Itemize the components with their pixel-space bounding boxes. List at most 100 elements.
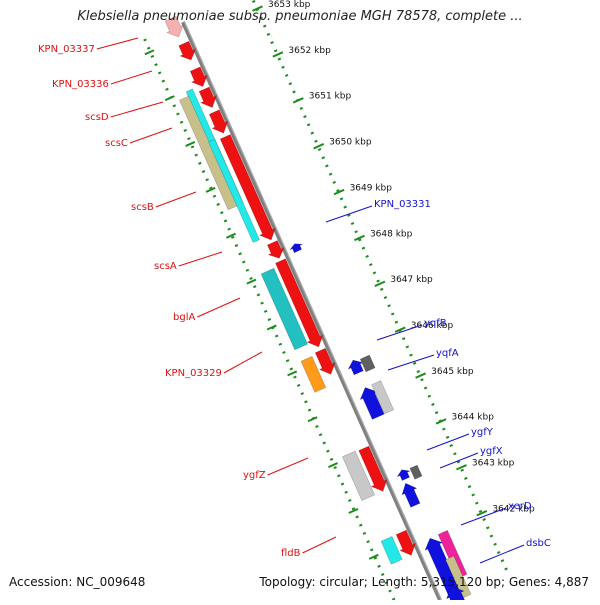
- block-gray-ygfz: [342, 450, 376, 501]
- gene-leader-kpn_03336: [110, 70, 153, 85]
- scale-tick-label: 3649 kbp: [350, 183, 393, 193]
- gene-leader-scsd: [110, 101, 164, 118]
- scale-tick: [435, 418, 447, 425]
- scale-tick-left: [226, 232, 236, 239]
- gene-kpn03337-block: [164, 15, 184, 38]
- gene-leader-ygfx: [439, 452, 479, 469]
- scale-tick-label: 3650 kbp: [329, 138, 372, 148]
- gene-label-scsb: scsB: [131, 202, 154, 213]
- scale-tick-label: 3648 kbp: [370, 229, 413, 239]
- gene-leader-scsa: [178, 251, 223, 267]
- scale-tick-left: [185, 141, 196, 147]
- gene-leader-ygfy: [426, 433, 470, 451]
- accession-text: Accession: NC_009648: [9, 575, 146, 589]
- gene-leader-kpn_03331: [325, 205, 373, 223]
- gene-label-ygfy: ygfY: [471, 427, 494, 438]
- gene-label-yqfa: yqfA: [436, 348, 459, 359]
- gene-leader-fldb: [302, 536, 337, 554]
- scale-tick-label: 3645 kbp: [431, 367, 474, 377]
- scale-tick-left: [348, 508, 359, 514]
- scale-tick-label: 3646 kbp: [411, 321, 454, 331]
- gene-fldb-arrow: [395, 529, 416, 556]
- gene-scsa-arrow: [267, 240, 285, 259]
- scale-tick: [476, 510, 488, 517]
- gene-label-dsbc: dsbC: [526, 538, 551, 549]
- scale-tick: [272, 51, 284, 58]
- scale-tick: [313, 143, 325, 150]
- scale-tick-label: 3642 kbp: [492, 504, 535, 514]
- gene-kpn03337-arrow: [178, 40, 197, 61]
- gene-ygfy-arrow: [396, 469, 412, 481]
- gene-leader-yqfb: [376, 324, 423, 341]
- scale-tick-left: [287, 370, 298, 377]
- scale-tick: [252, 5, 263, 12]
- block-cyan-scsb: [208, 138, 260, 243]
- gene-leader-bgla: [197, 297, 241, 318]
- gene-label-kpn_03331: KPN_03331: [374, 199, 431, 210]
- gene-ygfx-arrow: [401, 482, 421, 508]
- right-tick-rail: [251, 0, 509, 571]
- gene-leader-kpn_03337: [96, 37, 139, 50]
- map-title: Klebsiella pneumoniae subsp. pneumoniae …: [77, 9, 523, 24]
- scale-tick-left: [164, 95, 175, 102]
- scale-tick-left: [266, 324, 277, 331]
- scale-tick-label: 3647 kbp: [390, 275, 433, 285]
- gene-label-kpn_03336: KPN_03336: [52, 79, 109, 90]
- gene-leader-kpn_03329: [223, 351, 263, 374]
- backbone-line: [181, 21, 442, 601]
- gene-label-bgla: bglA: [173, 312, 195, 323]
- scale-tick: [292, 97, 304, 104]
- gene-leader-scsc: [129, 127, 173, 144]
- gene-label-fldb: fldB: [281, 548, 301, 559]
- scale-tick: [394, 326, 406, 333]
- gene-leader-yqfa: [387, 354, 435, 371]
- gene-label-ygfz: ygfZ: [243, 470, 266, 481]
- scale-tick-left: [246, 278, 257, 285]
- gene-scsd-arrow: [198, 86, 217, 108]
- gene-label-xerd: xerD: [508, 501, 532, 512]
- scale-tick-label: 3653 kbp: [268, 0, 311, 10]
- gene-kpn03336-arrow: [189, 66, 208, 87]
- scale-tick: [374, 280, 386, 287]
- scale-tick-label: 3651 kbp: [309, 92, 352, 102]
- scale-tick: [333, 188, 345, 196]
- gene-bgla-arrow: [275, 258, 324, 348]
- scale-tick: [455, 464, 467, 471]
- gene-scsc-arrow: [208, 109, 229, 134]
- gene-scsb-arrow: [219, 134, 276, 241]
- scale-tick: [415, 372, 427, 379]
- block-cyan-fldb: [380, 536, 403, 565]
- gene-kpn03329-arrow: [314, 347, 336, 375]
- scale-tick-label: 3652 kbp: [288, 46, 331, 56]
- gene-yqfb-arrow: [347, 359, 364, 376]
- gene-kpn03331-arrow: [289, 243, 303, 254]
- gene-label-kpn_03329: KPN_03329: [165, 368, 222, 379]
- gene-label-scsa: scsA: [154, 261, 177, 272]
- scale-tick: [354, 234, 365, 242]
- block-gray-yqfa: [371, 380, 395, 415]
- scale-tick-left: [307, 416, 318, 423]
- scale-tick-label: 3644 kbp: [452, 413, 495, 423]
- gene-leader-dsbc: [479, 544, 525, 564]
- gene-label-kpn_03337: KPN_03337: [38, 44, 95, 55]
- block-teal-bgla: [260, 267, 308, 351]
- scale-tick-left: [368, 553, 379, 560]
- gene-label-yqfb: yqfB: [424, 318, 447, 329]
- left-tick-rail: [143, 38, 398, 605]
- gene-label-scsc: scsC: [105, 138, 128, 149]
- scale-tick-left: [205, 186, 216, 193]
- block-darkgray-ygfy: [409, 464, 423, 480]
- block-khaki-dsbc: [445, 555, 472, 599]
- block-darkgray-yqfb: [359, 354, 376, 373]
- gene-leader-scsb: [155, 191, 197, 208]
- scale-tick-left: [327, 462, 338, 469]
- genome-summary-text: Topology: circular; Length: 5,315,120 bp…: [259, 575, 589, 589]
- gene-label-ygfx: ygfX: [480, 446, 503, 457]
- backbone-shadow: [184, 21, 442, 601]
- gene-label-scsd: scsD: [85, 112, 109, 123]
- gene-ygfz-arrow: [358, 445, 388, 492]
- scale-tick-left: [144, 49, 155, 56]
- block-orange-kpn03329: [300, 356, 327, 393]
